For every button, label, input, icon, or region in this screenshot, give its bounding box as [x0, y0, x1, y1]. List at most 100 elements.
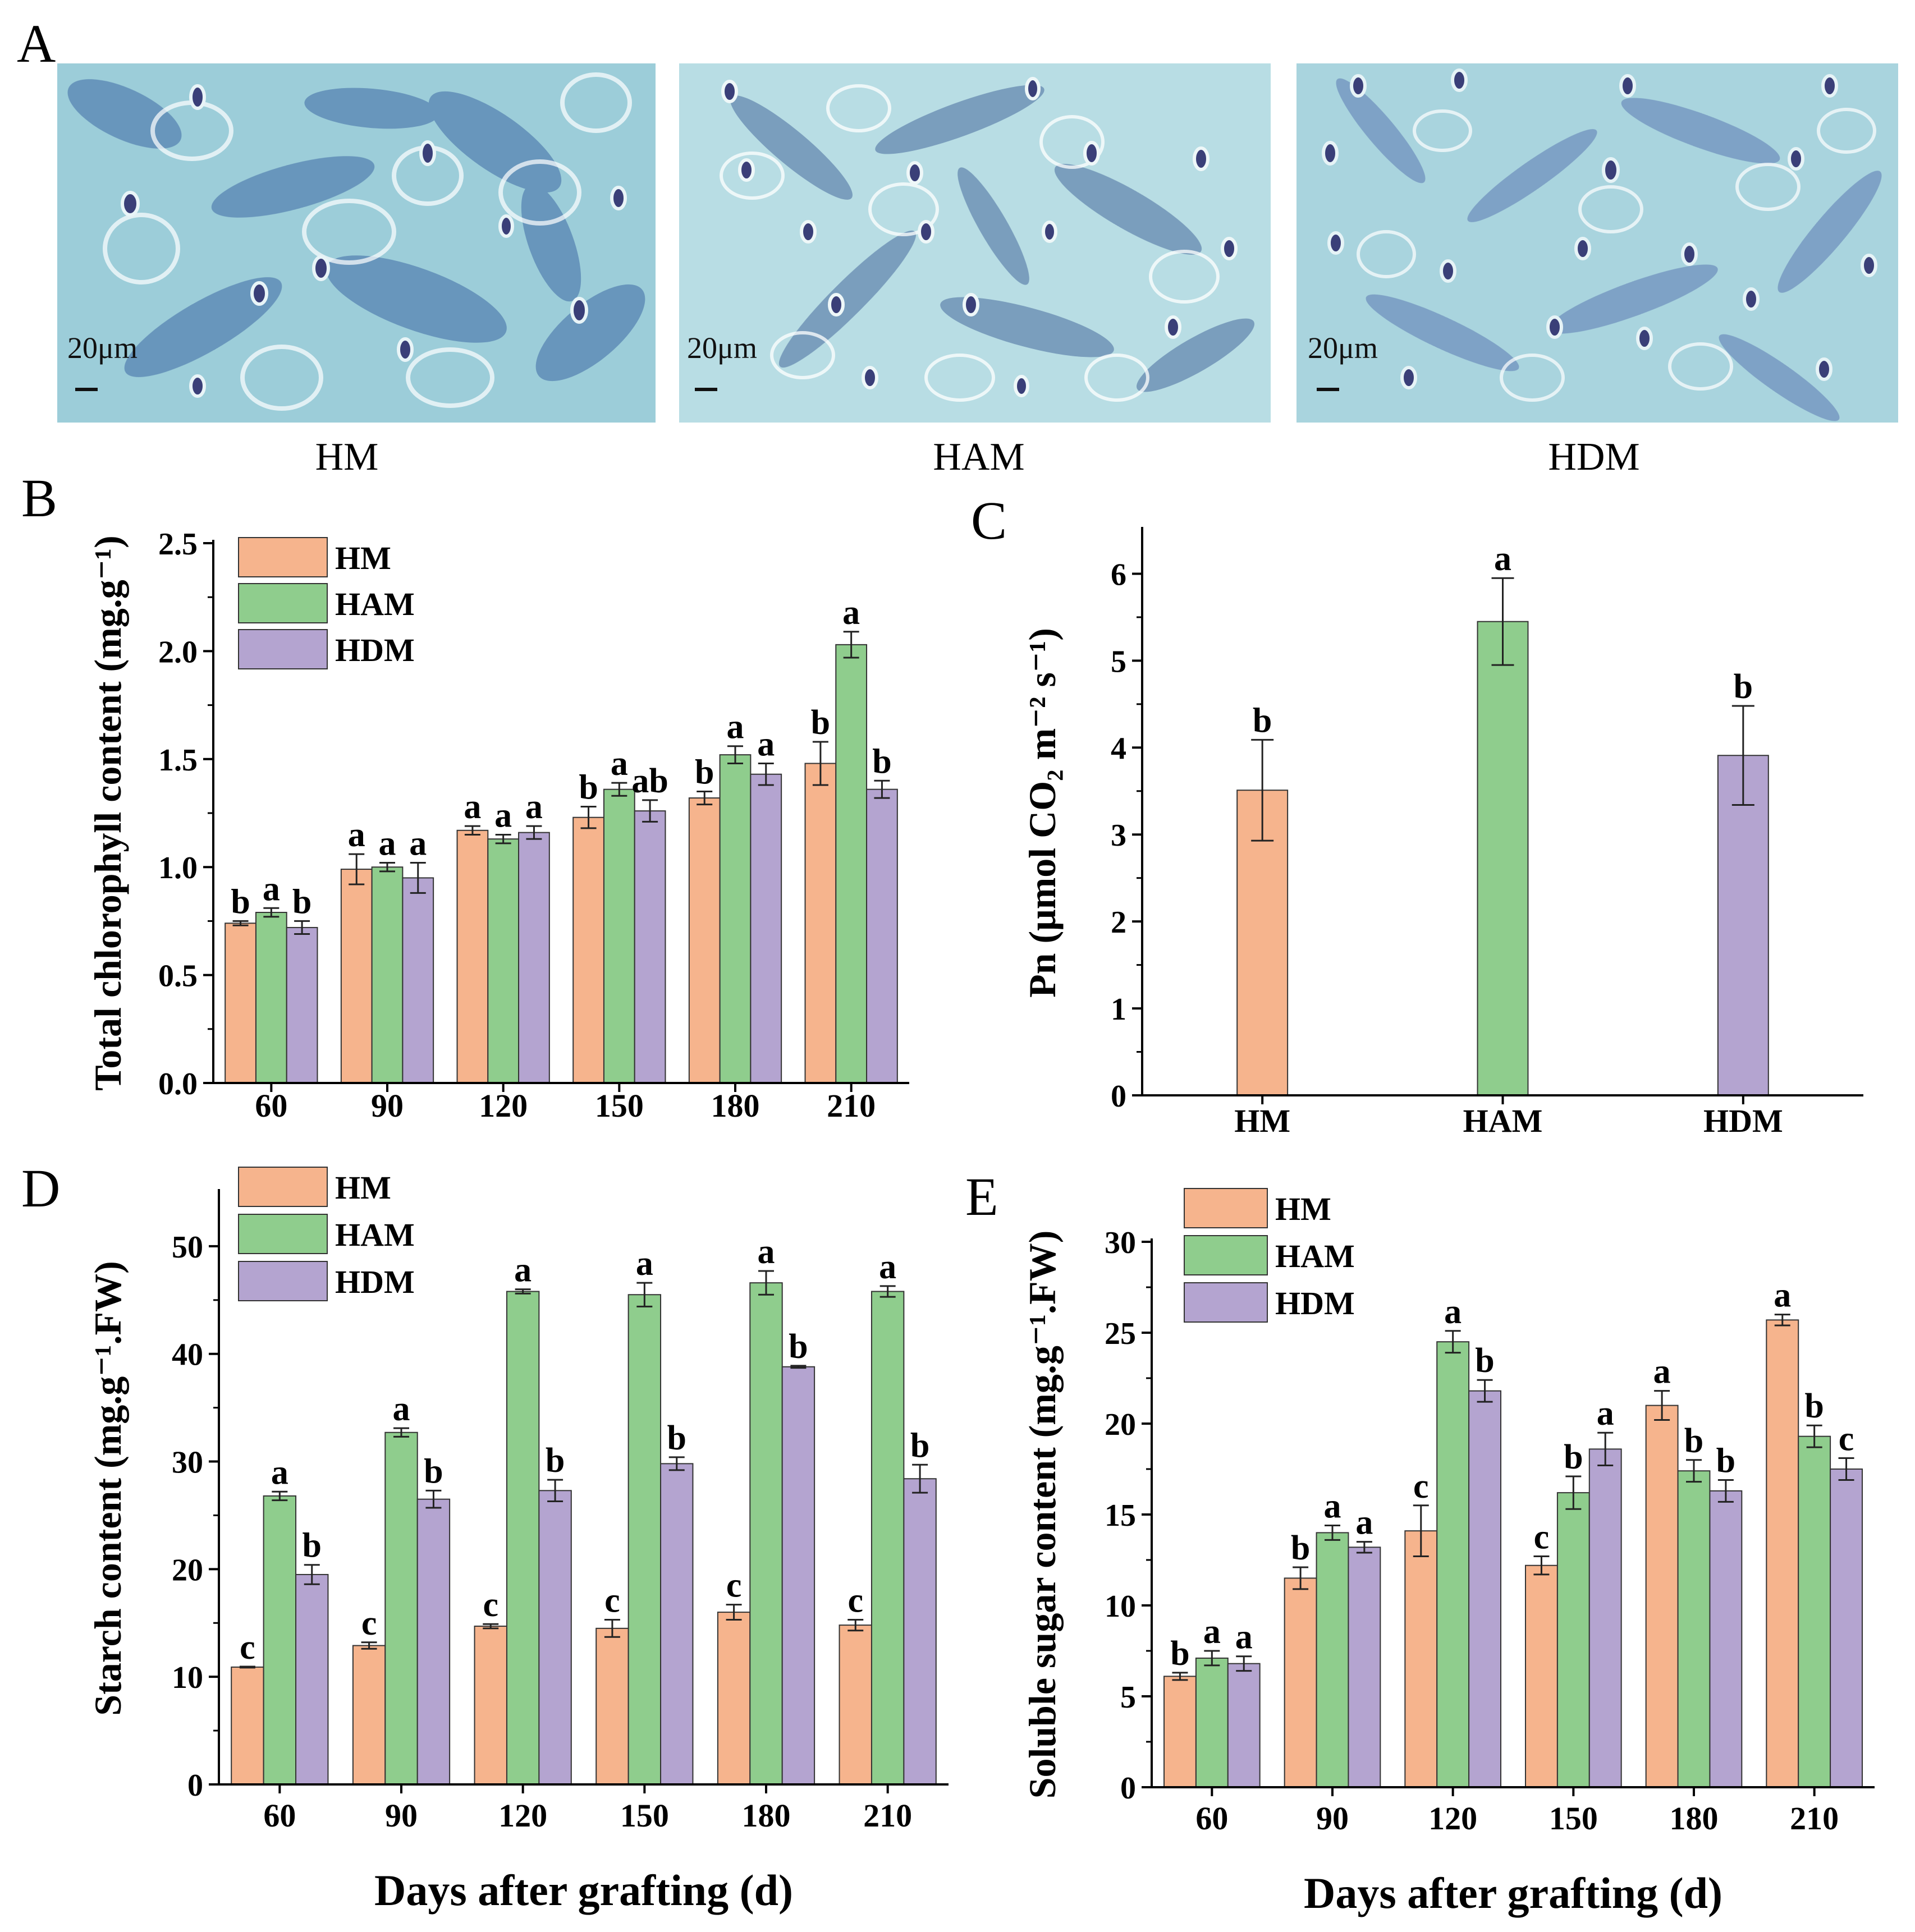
legend-label-hdm: HDM [1275, 1285, 1355, 1321]
legend-swatch-hm [238, 537, 328, 577]
significance-letter: b [695, 754, 714, 792]
significance-letter: b [1253, 701, 1272, 740]
panel-d-letter: D [21, 1158, 60, 1218]
bar-e-ham-120 [1436, 1341, 1470, 1788]
micrograph-caption-hdm: HDM [1548, 435, 1640, 479]
significance-letter: a [409, 825, 427, 863]
significance-letter: c [847, 1582, 863, 1620]
bar-d-ham-210 [871, 1291, 905, 1785]
bar-d-hdm-120 [538, 1490, 572, 1786]
legend-label-ham: HAM [1275, 1238, 1355, 1274]
bar-e-hm-120 [1404, 1530, 1438, 1788]
y-axis-label: Starch content (mg.g⁻¹.FW) [86, 1261, 129, 1715]
significance-letter: a [611, 745, 628, 783]
x-tick-label: 210 [827, 1087, 876, 1124]
bar-e-hm-60 [1163, 1676, 1197, 1788]
significance-letter: b [1170, 1635, 1189, 1673]
legend-swatch-ham [1184, 1235, 1268, 1275]
significance-letter: a [842, 594, 860, 632]
scale-label-hdm: 20μm [1308, 331, 1378, 365]
significance-letter: b [579, 768, 598, 806]
bar-e-hdm-180 [1709, 1490, 1743, 1788]
significance-letter: a [263, 870, 280, 908]
significance-letter: b [872, 742, 891, 781]
legend-label-hdm: HDM [335, 1264, 415, 1300]
bar-d-hm-120 [474, 1626, 507, 1786]
y-tick-label: 20 [1105, 1407, 1136, 1442]
bar-e-ham-180 [1677, 1470, 1711, 1788]
scale-bar-ham [695, 388, 717, 391]
significance-letter: a [1774, 1277, 1791, 1315]
bar-b-hm-60 [225, 923, 256, 1084]
y-tick-label: 0.5 [158, 959, 198, 994]
micrograph-hm-texture [57, 63, 656, 423]
scale-label-ham: 20μm [687, 331, 757, 365]
bar-c-pn-ham [1477, 621, 1529, 1096]
bar-b-hm-150 [572, 816, 604, 1084]
bar-c-pn-hdm [1717, 755, 1769, 1096]
y-tick-label: 2 [1111, 905, 1126, 940]
scale-bar-hdm [1317, 388, 1339, 391]
panel-e-letter: E [965, 1167, 998, 1227]
significance-letter: c [1839, 1420, 1854, 1458]
panel-b-letter: B [21, 468, 57, 528]
y-tick-label: 1 [1111, 992, 1126, 1027]
x-tick-label: 210 [863, 1797, 912, 1834]
micrograph-ham: 20μm [679, 63, 1271, 423]
significance-letter: b [546, 1442, 565, 1480]
y-tick-label: 25 [1105, 1316, 1136, 1351]
significance-letter: a [758, 1233, 775, 1271]
bar-e-ham-210 [1798, 1435, 1831, 1788]
bar-b-ham-120 [487, 838, 520, 1084]
significance-letter: ab [631, 762, 668, 800]
bar-b-hm-180 [688, 797, 721, 1084]
bar-b-ham-150 [603, 788, 635, 1084]
bar-e-hdm-150 [1588, 1448, 1622, 1788]
significance-letter: a [271, 1453, 288, 1492]
x-tick-label: 90 [371, 1087, 404, 1124]
significance-letter: a [636, 1245, 653, 1283]
significance-letter: b [303, 1527, 322, 1565]
significance-letter: c [361, 1604, 377, 1642]
bar-e-ham-90 [1316, 1532, 1349, 1788]
x-axis-label: Days after grafting (d) [374, 1866, 793, 1915]
x-tick-label: 210 [1790, 1800, 1839, 1837]
significance-letter: a [1203, 1613, 1221, 1651]
bar-e-hdm-60 [1227, 1663, 1261, 1788]
y-tick-label: 5 [1120, 1680, 1136, 1715]
x-axis-label: Days after grafting (d) [1304, 1869, 1722, 1917]
significance-letter: b [667, 1419, 686, 1457]
significance-letter: b [811, 704, 830, 742]
bar-b-hm-120 [456, 829, 489, 1084]
y-tick-label: 0 [1120, 1771, 1136, 1806]
micrograph-caption-ham: HAM [933, 435, 1025, 479]
legend-swatch-hm [1184, 1188, 1268, 1228]
bar-d-hm-60 [231, 1666, 264, 1786]
panel-c-chart: Cb a b 0 1 2 3 4 5 6 HM HAM HDM Pn (μmol CO₂ m⁻² s⁻¹) [971, 490, 1863, 1139]
x-tick-label: 120 [479, 1087, 528, 1124]
legend-swatch-ham [238, 1214, 328, 1254]
y-axis-label: Soluble sugar content (mg.g⁻¹.FW) [1021, 1231, 1064, 1799]
y-tick-label: 10 [172, 1660, 203, 1695]
bar-b-hdm-180 [750, 773, 782, 1084]
significance-letter: b [1475, 1342, 1494, 1380]
x-tick-label: 90 [1316, 1800, 1349, 1837]
significance-letter: b [1804, 1387, 1824, 1425]
bar-b-hdm-150 [634, 810, 666, 1084]
significance-letter: c [1534, 1518, 1550, 1557]
legend-swatch-hdm [1184, 1282, 1268, 1323]
significance-letter: a [1324, 1487, 1341, 1525]
significance-letter: a [348, 816, 365, 854]
significance-letter: b [1716, 1442, 1735, 1480]
y-tick-label: 40 [172, 1338, 203, 1373]
bar-b-hdm-90 [402, 877, 434, 1084]
y-tick-label: 6 [1111, 557, 1126, 592]
legend-swatch-hdm [238, 1261, 328, 1301]
y-axis-label: Pn (μmol CO₂ m⁻² s⁻¹) [1021, 628, 1064, 998]
significance-letter: a [525, 788, 543, 826]
y-tick-label: 30 [172, 1445, 203, 1480]
micrograph-hdm-texture [1296, 63, 1898, 423]
bar-d-hdm-90 [416, 1498, 451, 1786]
significance-letter: a [1597, 1394, 1614, 1433]
